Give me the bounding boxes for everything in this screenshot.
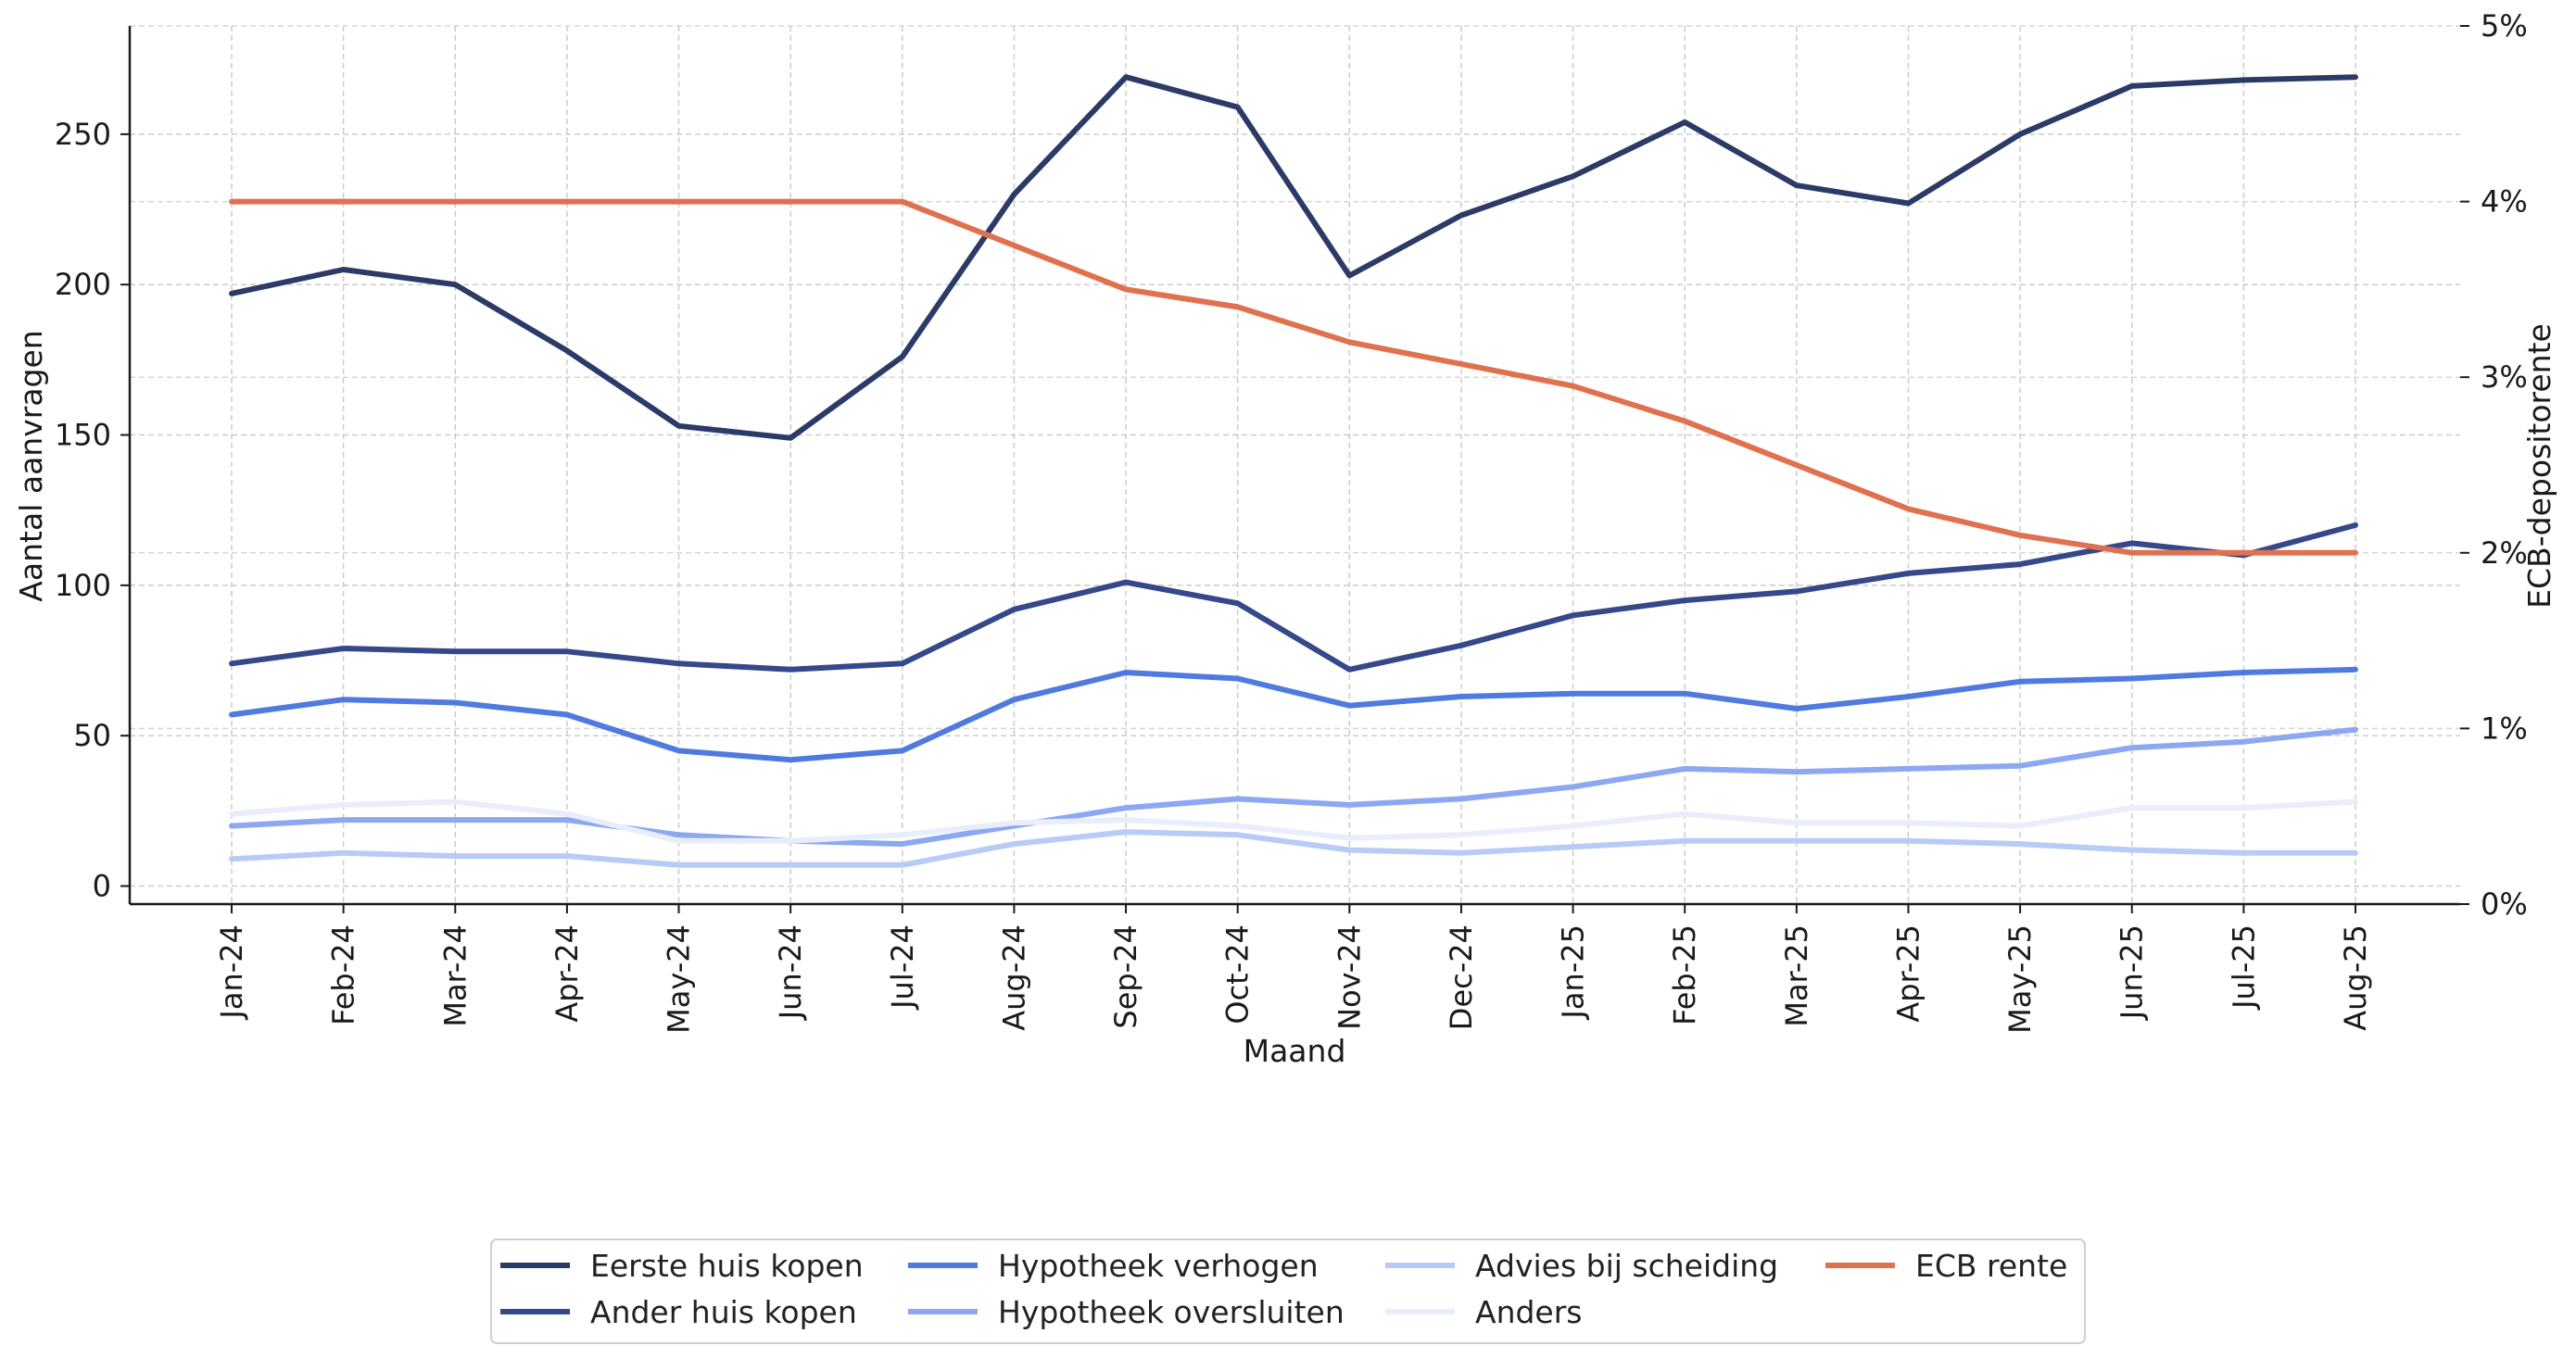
legend-label: ECB rente bbox=[1915, 1248, 2067, 1284]
x-tick-label: Jun-25 bbox=[2115, 924, 2150, 1021]
x-tick-label: Mar-24 bbox=[437, 924, 473, 1027]
x-tick-label: Jul-24 bbox=[885, 924, 920, 1011]
y-tick-label: 150 bbox=[55, 418, 111, 453]
series-line-ecb-rente bbox=[229, 198, 2358, 556]
series-line-hypotheek-verhogen bbox=[229, 666, 2358, 763]
x-tick-label: Mar-25 bbox=[1779, 924, 1814, 1027]
x-tick-label: May-25 bbox=[2002, 924, 2038, 1034]
y-tick-label: 0 bbox=[93, 869, 111, 904]
x-tick-label: Jan-24 bbox=[214, 924, 249, 1021]
y2-tick-label: 0% bbox=[2481, 886, 2528, 922]
y-tick-label: 250 bbox=[55, 117, 111, 152]
y2-tick-label: 4% bbox=[2481, 184, 2528, 220]
x-tick-label: Feb-25 bbox=[1667, 924, 1702, 1025]
grid bbox=[130, 25, 2460, 905]
y2-tick-label: 5% bbox=[2481, 8, 2528, 44]
series-line-eerste-huis-kopen bbox=[229, 74, 2358, 441]
y-tick-label: 200 bbox=[55, 267, 111, 302]
x-tick-label: Jun-24 bbox=[773, 924, 808, 1021]
x-tick-label: Aug-24 bbox=[996, 924, 1031, 1031]
legend-label: Hypotheek oversluiten bbox=[998, 1294, 1345, 1330]
series-lines bbox=[229, 74, 2358, 868]
legend-label: Ander huis kopen bbox=[590, 1294, 857, 1330]
x-axis-title: Maand bbox=[1244, 1033, 1346, 1069]
x-tick-label: Apr-25 bbox=[1890, 924, 1926, 1023]
legend-label: Hypotheek verhogen bbox=[998, 1248, 1319, 1284]
series-line-hypotheek-oversluiten bbox=[229, 726, 2358, 848]
x-tick-label: Aug-25 bbox=[2338, 924, 2373, 1031]
series-line-advies-bij-scheiding bbox=[229, 829, 2358, 868]
y2-tick-label: 3% bbox=[2481, 359, 2528, 395]
y-axis-title: Aantal aanvragen bbox=[13, 330, 49, 601]
x-tick-label: Jan-25 bbox=[1556, 924, 1591, 1021]
y2-axis-title: ECB-depositorente bbox=[2521, 323, 2557, 609]
legend-label: Advies bij scheiding bbox=[1475, 1248, 1778, 1284]
x-tick-label: Dec-24 bbox=[1444, 924, 1479, 1030]
legend: Eerste huis kopen Ander huis kopen Hypothe… bbox=[490, 1239, 2086, 1344]
series-line-ander-huis-kopen bbox=[229, 522, 2358, 673]
x-tick-label: Jul-25 bbox=[2226, 924, 2261, 1011]
y-tick-label: 50 bbox=[73, 718, 111, 753]
series-line-anders bbox=[229, 798, 2358, 844]
axes: 0 50 100 150 200 250 0% 1% 2% 3% 4% 5% Jan-24 Feb-24 M… bbox=[55, 8, 2528, 1034]
x-tick-label: Apr-24 bbox=[549, 924, 585, 1023]
x-tick-label: Nov-24 bbox=[1332, 924, 1367, 1030]
y-tick-label: 100 bbox=[55, 568, 111, 603]
y2-tick-label: 1% bbox=[2481, 710, 2528, 746]
legend-box bbox=[490, 1239, 2086, 1344]
x-tick-label: May-24 bbox=[662, 924, 697, 1034]
legend-label: Anders bbox=[1475, 1294, 1583, 1330]
legend-label: Eerste huis kopen bbox=[590, 1248, 864, 1284]
x-tick-label: Sep-24 bbox=[1108, 924, 1143, 1029]
y2-tick-label: 2% bbox=[2481, 535, 2528, 571]
x-tick-label: Oct-24 bbox=[1220, 924, 1256, 1025]
x-tick-label: Feb-24 bbox=[326, 924, 361, 1025]
